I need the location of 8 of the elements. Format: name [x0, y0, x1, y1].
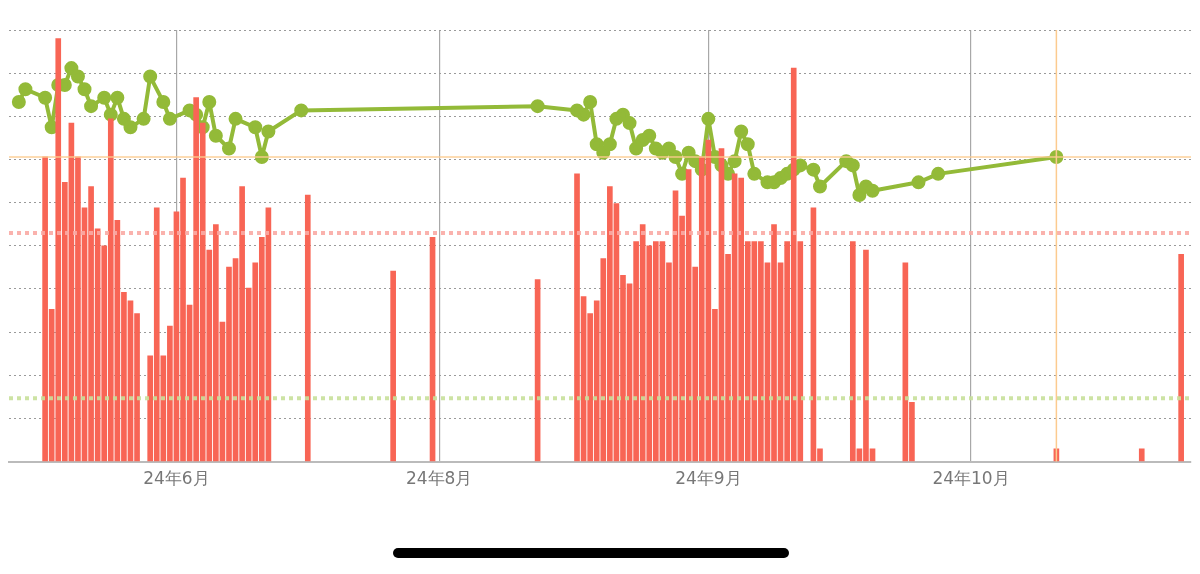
bar [304, 194, 311, 462]
x-tick-label: 24年8月 [405, 468, 473, 489]
x-tick-label: 24年6月 [143, 468, 210, 489]
bar [1138, 448, 1145, 462]
x-tick-label: 24年9月 [675, 468, 742, 489]
bar [390, 270, 396, 462]
bar [1178, 253, 1184, 462]
x-tick-label: 24年10月 [932, 468, 1010, 489]
